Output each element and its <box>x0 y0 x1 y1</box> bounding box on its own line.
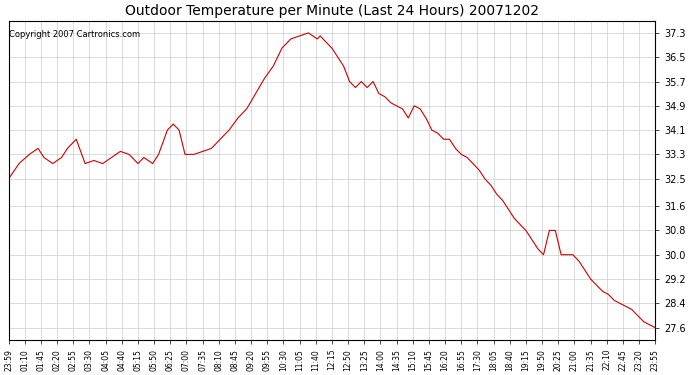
Title: Outdoor Temperature per Minute (Last 24 Hours) 20071202: Outdoor Temperature per Minute (Last 24 … <box>125 4 539 18</box>
Text: Copyright 2007 Cartronics.com: Copyright 2007 Cartronics.com <box>9 30 141 39</box>
